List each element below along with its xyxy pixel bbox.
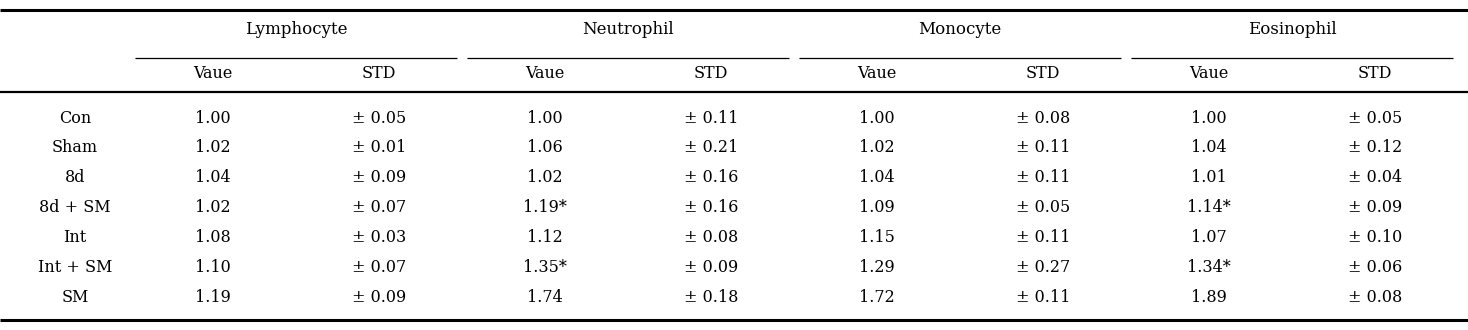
Text: ± 0.09: ± 0.09 bbox=[352, 170, 407, 186]
Text: ± 0.01: ± 0.01 bbox=[352, 140, 407, 156]
Text: 1.07: 1.07 bbox=[1191, 229, 1227, 247]
Text: ± 0.16: ± 0.16 bbox=[684, 200, 738, 216]
Text: 1.01: 1.01 bbox=[1191, 170, 1227, 186]
Text: ± 0.04: ± 0.04 bbox=[1348, 170, 1402, 186]
Text: STD: STD bbox=[1026, 65, 1060, 82]
Text: ± 0.11: ± 0.11 bbox=[1016, 229, 1070, 247]
Text: Sham: Sham bbox=[51, 140, 98, 156]
Text: ± 0.12: ± 0.12 bbox=[1348, 140, 1402, 156]
Text: 1.12: 1.12 bbox=[527, 229, 562, 247]
Text: Vaue: Vaue bbox=[1189, 65, 1229, 82]
Text: 1.02: 1.02 bbox=[527, 170, 562, 186]
Text: 1.00: 1.00 bbox=[195, 110, 230, 126]
Text: ± 0.08: ± 0.08 bbox=[1348, 289, 1402, 307]
Text: ± 0.07: ± 0.07 bbox=[352, 259, 407, 277]
Text: 1.74: 1.74 bbox=[527, 289, 562, 307]
Text: 1.00: 1.00 bbox=[527, 110, 562, 126]
Text: ± 0.08: ± 0.08 bbox=[1016, 110, 1070, 126]
Text: Int: Int bbox=[63, 229, 87, 247]
Text: 1.19*: 1.19* bbox=[523, 200, 567, 216]
Text: ± 0.21: ± 0.21 bbox=[684, 140, 738, 156]
Text: Vaue: Vaue bbox=[857, 65, 897, 82]
Text: ± 0.11: ± 0.11 bbox=[1016, 140, 1070, 156]
Text: 1.10: 1.10 bbox=[195, 259, 230, 277]
Text: 1.89: 1.89 bbox=[1191, 289, 1227, 307]
Text: ± 0.11: ± 0.11 bbox=[1016, 289, 1070, 307]
Text: 1.02: 1.02 bbox=[859, 140, 895, 156]
Text: 1.72: 1.72 bbox=[859, 289, 895, 307]
Text: Eosinophil: Eosinophil bbox=[1248, 21, 1336, 39]
Text: ± 0.11: ± 0.11 bbox=[684, 110, 738, 126]
Text: Con: Con bbox=[59, 110, 91, 126]
Text: 1.02: 1.02 bbox=[195, 200, 230, 216]
Text: 1.34*: 1.34* bbox=[1188, 259, 1230, 277]
Text: Vaue: Vaue bbox=[526, 65, 565, 82]
Text: ± 0.06: ± 0.06 bbox=[1348, 259, 1402, 277]
Text: ± 0.09: ± 0.09 bbox=[1348, 200, 1402, 216]
Text: ± 0.07: ± 0.07 bbox=[352, 200, 407, 216]
Text: STD: STD bbox=[361, 65, 396, 82]
Text: STD: STD bbox=[694, 65, 728, 82]
Text: Lymphocyte: Lymphocyte bbox=[245, 21, 348, 39]
Text: STD: STD bbox=[1358, 65, 1392, 82]
Text: 1.02: 1.02 bbox=[195, 140, 230, 156]
Text: ± 0.05: ± 0.05 bbox=[1016, 200, 1070, 216]
Text: 1.04: 1.04 bbox=[1191, 140, 1227, 156]
Text: 8d: 8d bbox=[65, 170, 85, 186]
Text: ± 0.05: ± 0.05 bbox=[1348, 110, 1402, 126]
Text: 8d + SM: 8d + SM bbox=[40, 200, 110, 216]
Text: ± 0.09: ± 0.09 bbox=[684, 259, 738, 277]
Text: 1.06: 1.06 bbox=[527, 140, 562, 156]
Text: Int + SM: Int + SM bbox=[38, 259, 112, 277]
Text: 1.00: 1.00 bbox=[1191, 110, 1227, 126]
Text: 1.04: 1.04 bbox=[195, 170, 230, 186]
Text: ± 0.16: ± 0.16 bbox=[684, 170, 738, 186]
Text: SM: SM bbox=[62, 289, 88, 307]
Text: Neutrophil: Neutrophil bbox=[583, 21, 674, 39]
Text: 1.00: 1.00 bbox=[859, 110, 895, 126]
Text: ± 0.08: ± 0.08 bbox=[684, 229, 738, 247]
Text: ± 0.10: ± 0.10 bbox=[1348, 229, 1402, 247]
Text: ± 0.27: ± 0.27 bbox=[1016, 259, 1070, 277]
Text: 1.15: 1.15 bbox=[859, 229, 895, 247]
Text: 1.35*: 1.35* bbox=[523, 259, 567, 277]
Text: 1.04: 1.04 bbox=[859, 170, 895, 186]
Text: Vaue: Vaue bbox=[194, 65, 233, 82]
Text: ± 0.03: ± 0.03 bbox=[352, 229, 407, 247]
Text: 1.09: 1.09 bbox=[859, 200, 895, 216]
Text: 1.19: 1.19 bbox=[195, 289, 230, 307]
Text: ± 0.09: ± 0.09 bbox=[352, 289, 407, 307]
Text: ± 0.18: ± 0.18 bbox=[684, 289, 738, 307]
Text: ± 0.05: ± 0.05 bbox=[352, 110, 407, 126]
Text: 1.08: 1.08 bbox=[195, 229, 230, 247]
Text: 1.29: 1.29 bbox=[859, 259, 895, 277]
Text: Monocyte: Monocyte bbox=[919, 21, 1001, 39]
Text: ± 0.11: ± 0.11 bbox=[1016, 170, 1070, 186]
Text: 1.14*: 1.14* bbox=[1188, 200, 1230, 216]
